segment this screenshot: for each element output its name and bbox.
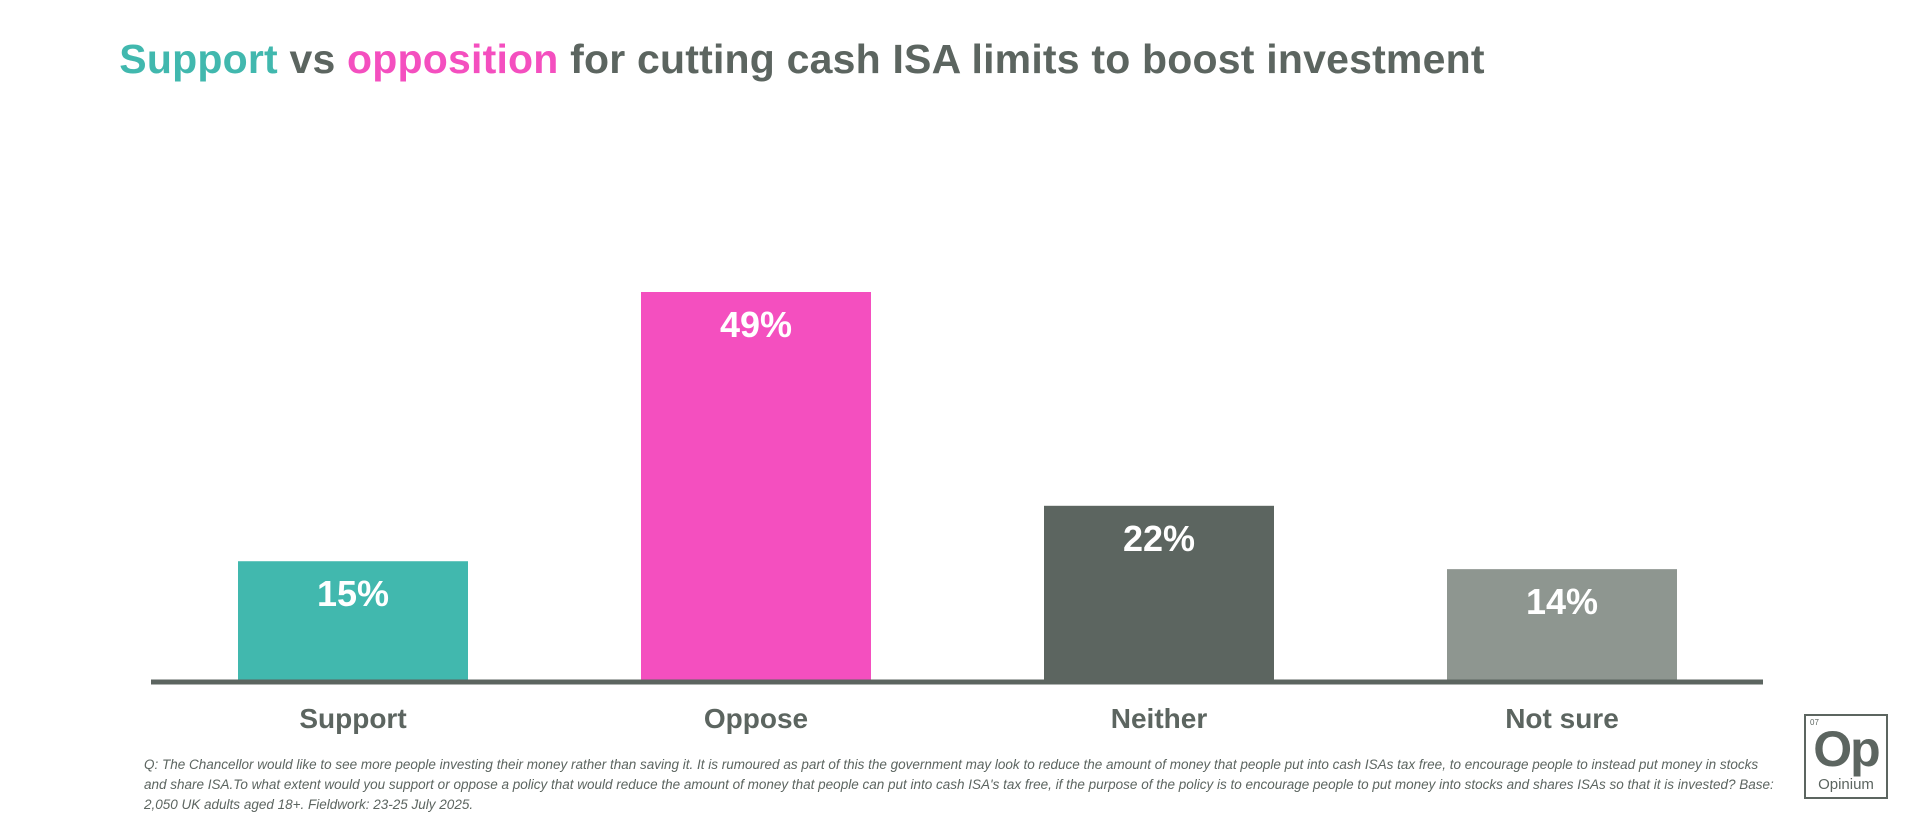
bar-oppose [641,292,871,680]
category-label-neither: Neither [1111,703,1208,734]
bar-not-sure [1447,569,1677,680]
category-label-not-sure: Not sure [1505,703,1619,734]
title-rest: for cutting cash ISA limits to boost inv… [570,36,1485,82]
bar-support [238,561,468,680]
survey-footnote: Q: The Chancellor would like to see more… [144,757,1774,812]
logo-mark: Op [1813,721,1880,777]
value-label-oppose: 49% [720,304,792,345]
value-label-support: 15% [317,573,389,614]
title-vs-word: vs [289,36,336,82]
title-support-word: Support [119,36,278,82]
opinium-logo: 07 Op Opinium [1804,714,1888,799]
chart-title: Support vs opposition for cutting cash I… [0,36,1604,83]
value-label-not-sure: 14% [1526,581,1598,622]
title-opposition-word: opposition [347,36,559,82]
category-label-support: Support [299,703,406,734]
logo-number: 07 [1810,718,1819,727]
value-label-neither: 22% [1123,518,1195,559]
logo-name: Opinium [1818,776,1874,793]
category-label-oppose: Oppose [704,703,808,734]
bar-neither [1044,505,1274,680]
